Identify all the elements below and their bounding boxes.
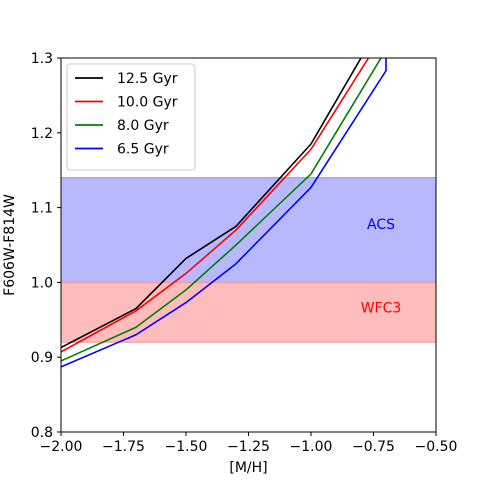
y-tick-label: 1.3 bbox=[31, 51, 53, 67]
lines-layer bbox=[61, 58, 387, 368]
y-tick-label: 0.8 bbox=[31, 425, 53, 441]
x-tick-label: −0.50 bbox=[415, 439, 458, 455]
band-label-acs: ACS bbox=[367, 217, 395, 233]
series-line-12-5-gyr bbox=[61, 58, 362, 349]
legend-box bbox=[66, 63, 196, 171]
legend-label: 8.0 Gyr bbox=[117, 118, 169, 134]
y-axis-label: F606W-F814W bbox=[2, 194, 18, 296]
band-label-wfc3: WFC3 bbox=[361, 301, 402, 317]
series-line-10-0-gyr bbox=[61, 58, 370, 353]
x-tick-label: −2.00 bbox=[40, 439, 83, 455]
series-line-8-0-gyr bbox=[61, 58, 382, 362]
x-axis-label: [M/H] bbox=[229, 460, 267, 476]
legend-label: 10.0 Gyr bbox=[117, 95, 178, 111]
legend: 12.5 Gyr 10.0 Gyr 8.0 Gyr 6.5 Gyr bbox=[66, 63, 196, 171]
y-tick-label: 0.9 bbox=[31, 350, 53, 366]
y-tick-label: 1.2 bbox=[31, 126, 53, 142]
x-tick-label: −1.00 bbox=[290, 439, 333, 455]
legend-label: 12.5 Gyr bbox=[117, 71, 178, 87]
ticks-layer: −2.00 −1.75 −1.50 −1.25 −1.00 −0.75 −0.50 0.8 0.… bbox=[31, 51, 458, 455]
series-line-6-5-gyr bbox=[61, 58, 387, 368]
y-tick-label: 1.0 bbox=[31, 275, 53, 291]
x-tick-label: −0.75 bbox=[352, 439, 395, 455]
bands-layer: ACS WFC3 bbox=[60, 177, 437, 343]
x-tick-label: −1.75 bbox=[102, 439, 145, 455]
x-tick-label: −1.50 bbox=[165, 439, 208, 455]
legend-label: 6.5 Gyr bbox=[117, 142, 169, 158]
x-tick-label: −1.25 bbox=[227, 439, 270, 455]
y-tick-label: 1.1 bbox=[31, 201, 53, 217]
band-acs bbox=[60, 177, 437, 283]
